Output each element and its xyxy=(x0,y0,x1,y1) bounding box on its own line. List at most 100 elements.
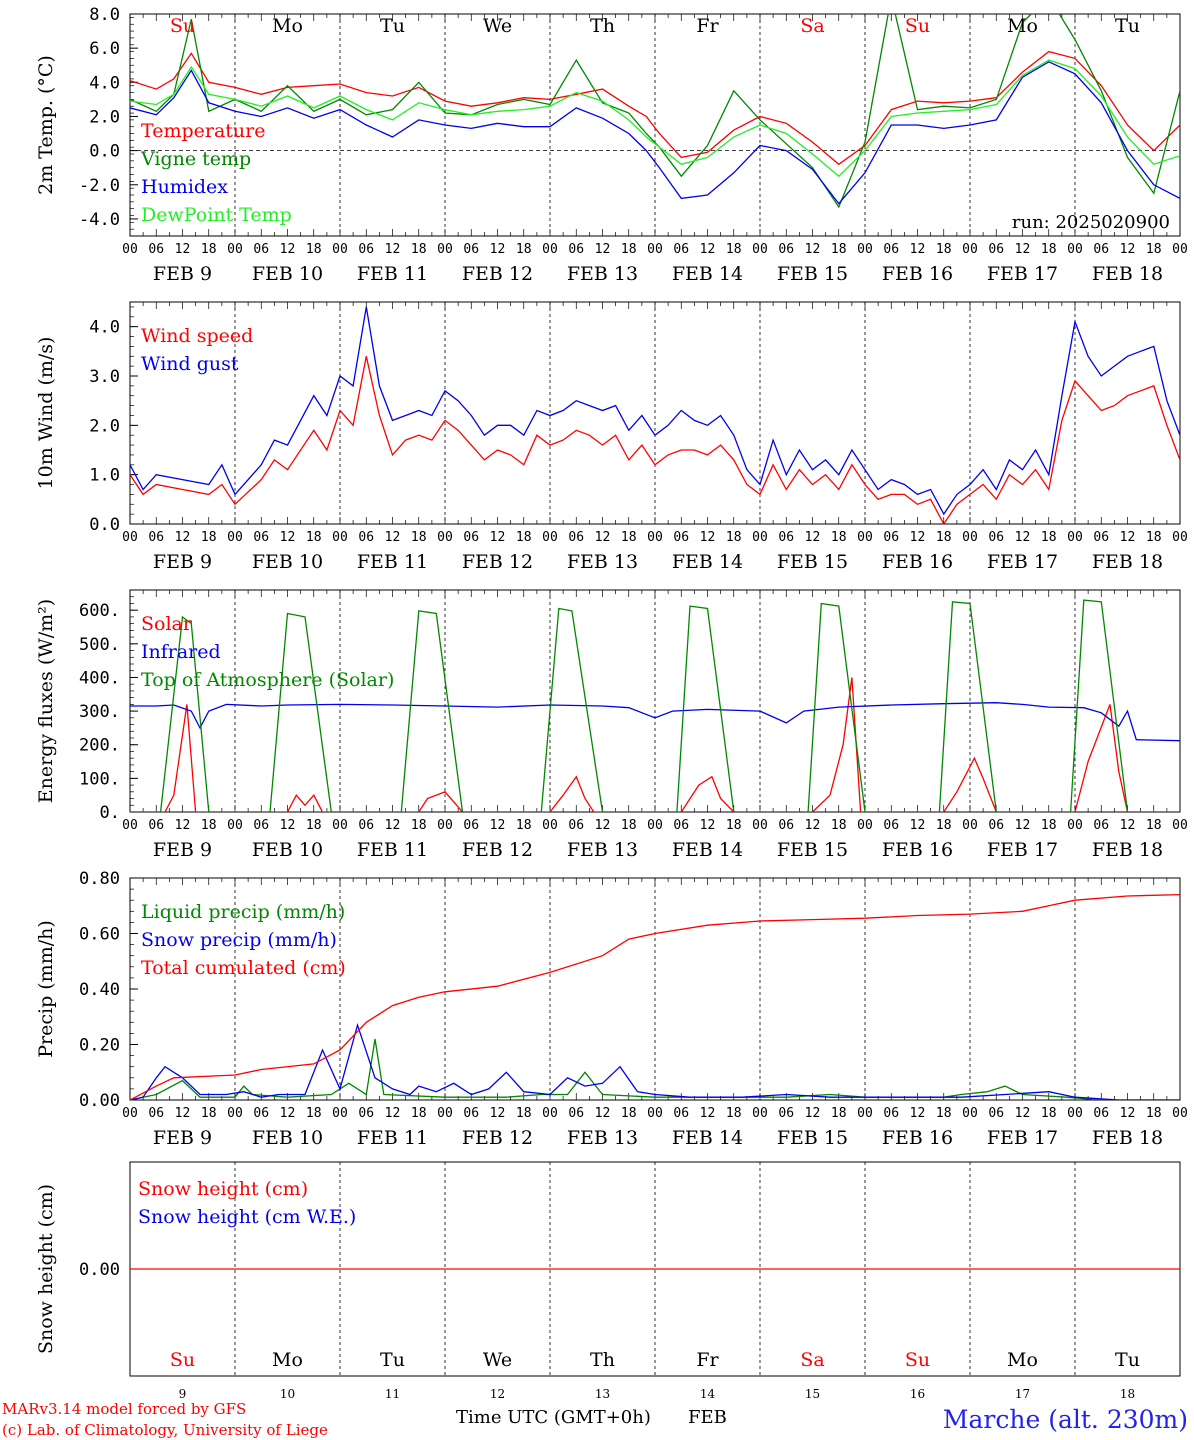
legend-entry: Humidex xyxy=(141,176,228,198)
series-line xyxy=(130,59,1180,178)
panel-precip: 0.80 0.60 0.40 0.20 0.00 Precip (mm/h) Liquid … xyxy=(35,869,1188,1149)
y-tick-label: 6.0 xyxy=(89,39,120,59)
hour-label: 18 xyxy=(621,1106,637,1121)
hour-label: 12 xyxy=(490,818,506,833)
hour-label: 18 xyxy=(831,530,847,545)
hour-label: 18 xyxy=(306,242,322,257)
y-axis-label: 10m Wind (m/s) xyxy=(35,337,57,490)
day-number: 15 xyxy=(805,1387,820,1401)
hour-label: 06 xyxy=(148,242,164,257)
hour-label: 06 xyxy=(358,242,374,257)
hour-label: 18 xyxy=(726,242,742,257)
day-label-top: Mo xyxy=(1007,15,1038,37)
hour-label: 06 xyxy=(463,818,479,833)
hour-label: 06 xyxy=(253,530,269,545)
hour-label: 18 xyxy=(306,530,322,545)
y-tick-label: 4.0 xyxy=(89,73,120,93)
hour-label: 00 xyxy=(332,1106,348,1121)
hour-label: 06 xyxy=(148,1106,164,1121)
x-axis-month: FEB xyxy=(688,1407,727,1428)
series-line xyxy=(130,599,1180,812)
hour-label: 12 xyxy=(175,530,191,545)
legend-entry: Top of Atmosphere (Solar) xyxy=(141,669,394,691)
series-line xyxy=(130,677,1180,812)
y-tick-label: 0.60 xyxy=(79,925,120,945)
hour-label: 12 xyxy=(805,242,821,257)
hour-label: 06 xyxy=(358,530,374,545)
hour-label: 00 xyxy=(542,818,558,833)
hour-label: 00 xyxy=(542,242,558,257)
y-tick-label: 600. xyxy=(79,601,120,621)
hour-label: 06 xyxy=(253,818,269,833)
hour-label: 18 xyxy=(306,818,322,833)
legend-entry: Infrared xyxy=(141,641,221,663)
y-tick-label: 2.0 xyxy=(89,416,120,436)
hour-label: 18 xyxy=(411,530,427,545)
hour-label: 18 xyxy=(1146,530,1162,545)
series-line xyxy=(130,356,1180,524)
hour-label: 12 xyxy=(385,530,401,545)
hour-label: 06 xyxy=(988,1106,1004,1121)
hour-label: 00 xyxy=(1172,530,1188,545)
hour-label: 12 xyxy=(910,530,926,545)
hour-label: 18 xyxy=(1041,818,1057,833)
y-axis-label: Snow height (cm) xyxy=(35,1184,57,1354)
y-tick-label: 8.0 xyxy=(89,5,120,25)
hour-label: 18 xyxy=(516,1106,532,1121)
lab-credit: (c) Lab. of Climatology, University of L… xyxy=(2,1421,328,1439)
day-label-bottom: Mo xyxy=(1007,1349,1038,1371)
y-tick-label: 200. xyxy=(79,736,120,756)
hour-label: 06 xyxy=(148,530,164,545)
hour-label: 00 xyxy=(122,530,138,545)
hour-label: 00 xyxy=(1172,242,1188,257)
hour-label: 18 xyxy=(831,242,847,257)
hour-label: 06 xyxy=(358,818,374,833)
hour-label: 12 xyxy=(1015,530,1031,545)
hour-label: 00 xyxy=(857,242,873,257)
date-label: FEB 16 xyxy=(882,839,953,861)
hour-label: 18 xyxy=(1146,818,1162,833)
hour-label: 12 xyxy=(1120,242,1136,257)
y-tick-label: 0.40 xyxy=(79,980,120,1000)
date-label: FEB 15 xyxy=(777,263,848,285)
hour-label: 00 xyxy=(437,1106,453,1121)
y-tick-label: 0.80 xyxy=(79,869,120,889)
panel-temperature: 8.0 6.0 4.0 2.0 0.0 -2.0 -4.0 2m Temp. (°C) Temp… xyxy=(35,5,1188,285)
y-tick-label: 0.20 xyxy=(79,1036,120,1056)
hour-label: 06 xyxy=(988,530,1004,545)
date-label: FEB 18 xyxy=(1092,839,1163,861)
hour-label: 00 xyxy=(647,242,663,257)
hour-label: 00 xyxy=(962,530,978,545)
panel-wind: 4.0 3.0 2.0 1.0 0.0 10m Wind (m/s) Wind speed W… xyxy=(35,301,1188,573)
hour-label: 00 xyxy=(332,242,348,257)
series-line xyxy=(130,14,1180,209)
legend-entry: DewPoint Temp xyxy=(141,204,292,226)
hour-label: 06 xyxy=(673,530,689,545)
hour-label: 06 xyxy=(673,242,689,257)
hour-label: 18 xyxy=(516,818,532,833)
legend-entry: Snow height (cm) xyxy=(138,1178,308,1200)
day-label-top: Su xyxy=(170,15,195,37)
hour-label: 06 xyxy=(358,1106,374,1121)
date-label: FEB 11 xyxy=(357,551,428,573)
y-tick-label: 300. xyxy=(79,702,120,722)
legend-entry: Snow precip (mm/h) xyxy=(141,929,337,951)
date-label: FEB 12 xyxy=(462,551,533,573)
y-tick-label: -4.0 xyxy=(79,210,120,230)
hour-label: 00 xyxy=(227,530,243,545)
hour-label: 00 xyxy=(962,1106,978,1121)
hour-label: 06 xyxy=(883,530,899,545)
legend-entry: Vigne temp xyxy=(140,148,251,170)
hour-label: 18 xyxy=(201,818,217,833)
hour-label: 12 xyxy=(490,530,506,545)
hour-label: 00 xyxy=(647,530,663,545)
hour-label: 00 xyxy=(1067,818,1083,833)
date-label: FEB 11 xyxy=(357,263,428,285)
day-label-bottom: Tu xyxy=(380,1349,405,1371)
y-tick-label: 0. xyxy=(100,803,120,823)
hour-label: 12 xyxy=(385,1106,401,1121)
y-tick-label: 3.0 xyxy=(89,367,120,387)
date-label: FEB 12 xyxy=(462,1127,533,1149)
hour-label: 00 xyxy=(752,530,768,545)
